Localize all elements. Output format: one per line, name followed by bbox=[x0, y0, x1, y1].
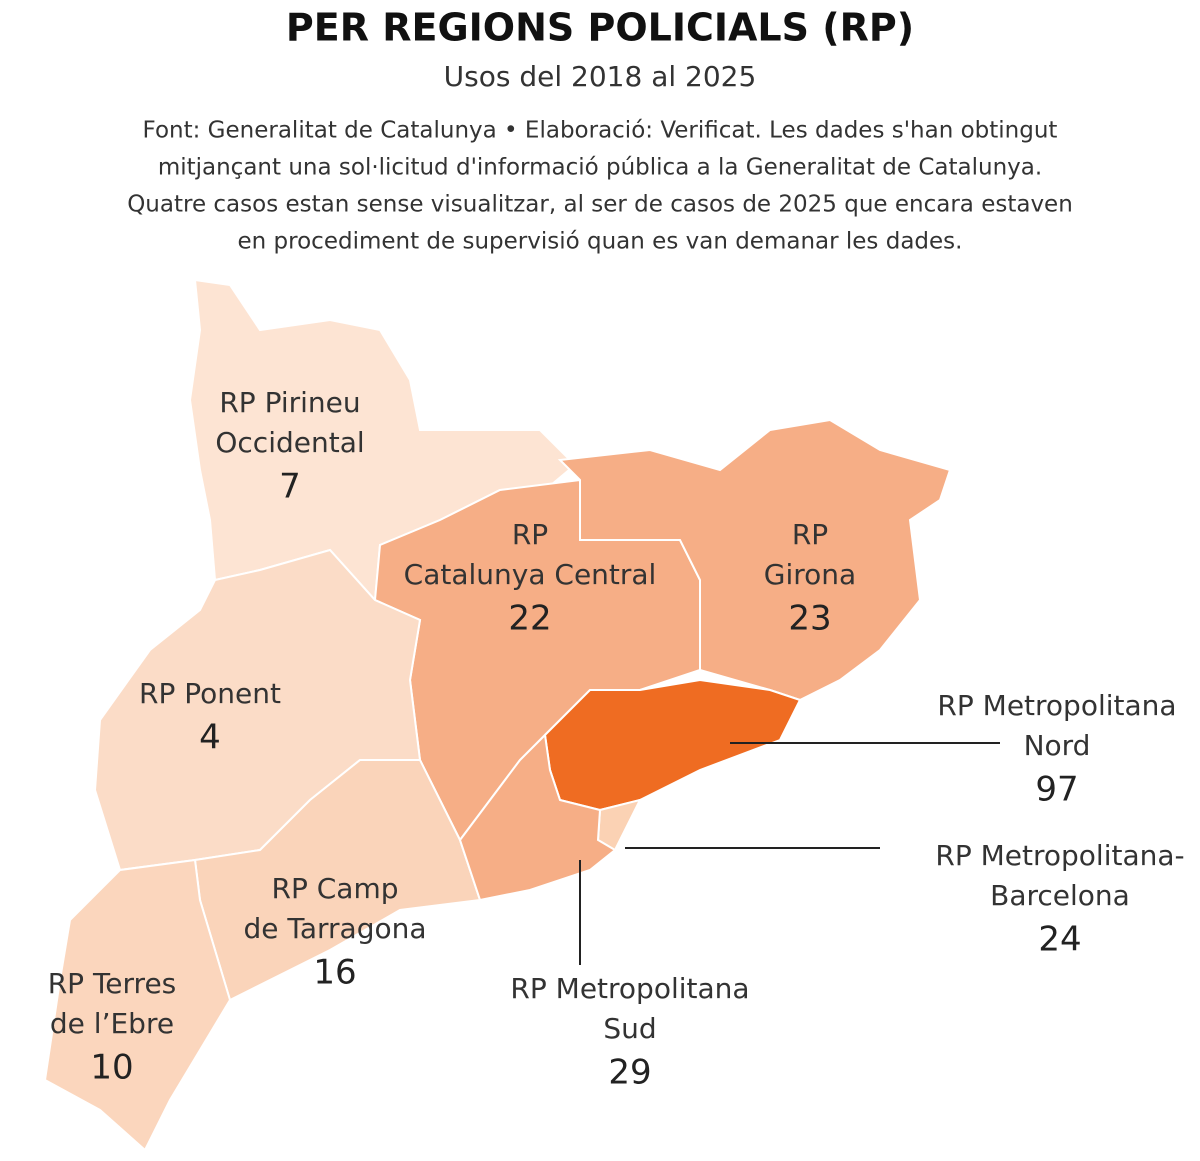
region bbox=[458, 732, 617, 902]
region-name: de Tarragona bbox=[243, 912, 426, 945]
region-name: RP bbox=[512, 518, 548, 551]
region-value: 10 bbox=[90, 1048, 133, 1088]
region-value: 24 bbox=[1038, 920, 1081, 960]
subtitle: Usos del 2018 al 2025 bbox=[444, 60, 757, 93]
region-value: 29 bbox=[608, 1053, 651, 1093]
region-value: 7 bbox=[279, 467, 301, 507]
region-value: 4 bbox=[199, 718, 221, 758]
source-line: Font: Generalitat de Catalunya • Elabora… bbox=[143, 118, 1058, 144]
region bbox=[43, 858, 232, 1152]
region bbox=[543, 678, 802, 812]
region-name: Catalunya Central bbox=[404, 558, 657, 591]
region-name: Occidental bbox=[215, 426, 364, 459]
leader-lines bbox=[579, 742, 1000, 965]
region-name: RP Metropolitana- bbox=[935, 839, 1184, 872]
region-name: Sud bbox=[603, 1012, 656, 1045]
source-line: en procediment de supervisió quan es van… bbox=[238, 229, 963, 255]
region-name: RP Metropolitana bbox=[937, 689, 1176, 722]
source-line: mitjançant una sol·licitud d'informació … bbox=[158, 155, 1042, 181]
region-name: RP Camp bbox=[272, 872, 399, 905]
source-line: Quatre casos estan sense visualitzar, al… bbox=[127, 192, 1073, 218]
region-name: RP Ponent bbox=[139, 677, 281, 710]
region-name: RP Terres bbox=[48, 967, 177, 1000]
region-value: 97 bbox=[1035, 770, 1078, 810]
region-value: 23 bbox=[788, 599, 831, 639]
region-value: 16 bbox=[313, 953, 356, 993]
region-name: Girona bbox=[764, 558, 856, 591]
region-value: 22 bbox=[508, 599, 551, 639]
region-name: Nord bbox=[1024, 729, 1091, 762]
region-name: RP Pirineu bbox=[219, 386, 360, 419]
title: PER REGIONS POLICIALS (RP) bbox=[286, 6, 914, 50]
region bbox=[557, 418, 952, 702]
region-name: de l’Ebre bbox=[50, 1007, 174, 1040]
region-name: RP Metropolitana bbox=[510, 972, 749, 1005]
region-name: RP bbox=[792, 518, 828, 551]
region-name: Barcelona bbox=[990, 879, 1130, 912]
